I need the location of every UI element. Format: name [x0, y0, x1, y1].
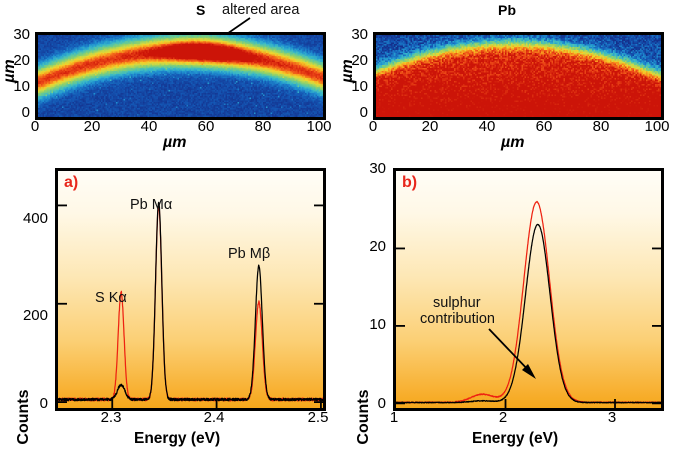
lead-map-ytick-10: 10	[351, 78, 368, 95]
sulphur-map-ylabel: µm	[1, 59, 18, 83]
sulphur-map-ytick-10: 10	[13, 78, 30, 95]
panel-a-plot-area	[55, 168, 326, 411]
spectrum-curve	[58, 202, 323, 400]
panel-b-xlabel: Energy (eV)	[472, 430, 559, 447]
lead-map-title: Pb	[498, 2, 517, 18]
sulphur-map-panel: S altered area 30 20 10 0 µm 0 20 40 60 …	[0, 0, 338, 151]
panel-a-ylabel: Counts	[15, 389, 32, 445]
panel-b-ytick-0: 0	[377, 395, 386, 412]
sulphur-map-ytick-0: 0	[21, 104, 30, 121]
sulphur-map-image	[35, 32, 326, 120]
panel-b-ytick-30: 30	[369, 160, 386, 177]
sulphur-map-xtick-80: 80	[254, 118, 272, 135]
lead-map-ytick-0: 0	[359, 104, 368, 121]
sulphur-contribution-arrow	[488, 328, 536, 379]
sulphur-map-xtick-20: 20	[83, 118, 101, 135]
lead-map-xtick-100: 100	[644, 118, 670, 135]
panel-a-xtick-2.5: 2.5	[307, 409, 329, 426]
panel-b-ytick-20: 20	[369, 238, 386, 255]
sulphur-map-xtick-100: 100	[306, 118, 332, 135]
sulphur-map-ytick-20: 20	[13, 52, 30, 69]
panel-a-peak-label-s-ka: S Kα	[95, 290, 127, 306]
panel-a-tag: a)	[64, 174, 79, 191]
lead-map-ytick-20: 20	[351, 52, 368, 69]
lead-map-image	[373, 32, 664, 120]
lead-map-xtick-20: 20	[421, 118, 439, 135]
panel-a-peak-label-pb-mb: Pb Mβ	[228, 246, 271, 262]
sulphur-map-xtick-60: 60	[197, 118, 215, 135]
lead-map-xlabel: µm	[501, 134, 525, 151]
panel-b-tag: b)	[402, 174, 418, 191]
lead-map-panel: Pb 30 20 10 0 µm 0 20 40 60 80 100 µm	[338, 0, 676, 151]
sulphur-map-ytick-30: 30	[13, 26, 30, 43]
panel-b-ytick-10: 10	[369, 316, 386, 333]
altered-area-annotation: altered area	[222, 2, 300, 18]
panel-a-ytick-400: 400	[22, 210, 48, 227]
panel-b-annotation-line2: contribution	[420, 311, 495, 327]
spectrum-panel-a: Counts 400 200 0 a) S Kα Pb Mα Pb Mβ 2.3…	[0, 150, 338, 458]
panel-a-xtick-2.4: 2.4	[203, 409, 225, 426]
lead-map-ylabel: µm	[339, 59, 356, 83]
lead-map-xtick-80: 80	[592, 118, 610, 135]
panel-b-xtick-3: 3	[607, 409, 617, 426]
sulphur-map-title: S	[196, 2, 206, 18]
lead-map-xtick-0: 0	[368, 118, 378, 135]
panel-a-peak-label-pb-ma: Pb Mα	[130, 197, 173, 213]
panel-a-xlabel: Energy (eV)	[134, 430, 221, 447]
panel-a-xtick-2.3: 2.3	[100, 409, 122, 426]
sulphur-map-xtick-40: 40	[140, 118, 158, 135]
panel-b-xtick-2: 2	[498, 409, 508, 426]
panel-b-xtick-1: 1	[389, 409, 399, 426]
panel-b-annotation-line1: sulphur	[433, 295, 481, 311]
lead-map-xtick-60: 60	[535, 118, 553, 135]
lead-map-ytick-30: 30	[351, 26, 368, 43]
sulphur-map-xlabel: µm	[163, 134, 187, 151]
panel-a-ytick-200: 200	[22, 307, 48, 324]
spectrum-panel-b: Counts 30 20 10 0 b) sulphur contributio…	[338, 150, 676, 458]
lead-map-xtick-40: 40	[478, 118, 496, 135]
spectrum-curve	[396, 224, 661, 403]
panel-b-ylabel: Counts	[355, 389, 372, 445]
panel-a-ytick-0: 0	[39, 395, 48, 412]
sulphur-map-xtick-0: 0	[30, 118, 40, 135]
